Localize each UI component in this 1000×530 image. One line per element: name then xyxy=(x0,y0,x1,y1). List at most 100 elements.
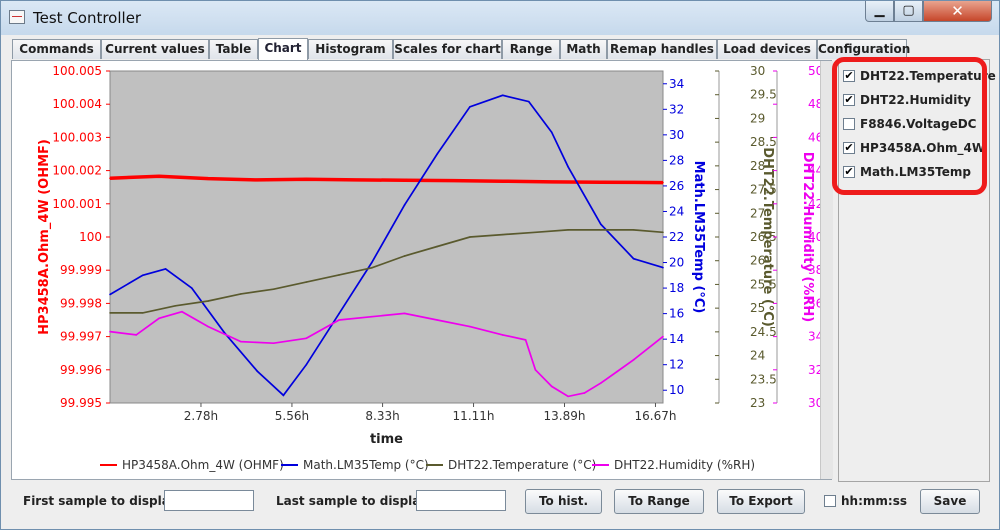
series-humidity-point xyxy=(135,334,137,336)
series-lm35-point xyxy=(305,363,308,366)
toggle-label: DHT22.Temperature xyxy=(860,69,996,83)
temp-tick-label: 26 xyxy=(750,254,765,268)
series-ohm-point xyxy=(158,175,160,178)
hhmmss-checkbox[interactable] xyxy=(824,495,836,507)
x-tick-label: 2.78h xyxy=(184,409,218,423)
series-lm35-point xyxy=(632,257,635,260)
checkbox[interactable]: ✔ xyxy=(843,93,855,106)
title-bar[interactable]: Test Controller ▁ ▢ ✕ xyxy=(1,1,999,35)
minimize-button[interactable]: ▁ xyxy=(865,1,894,22)
first-sample-input[interactable] xyxy=(164,490,254,511)
checkbox[interactable]: ✔ xyxy=(843,69,855,82)
tab-table[interactable]: Table xyxy=(209,39,258,59)
temp-tick-label: 28 xyxy=(750,159,765,173)
series-humidity-point xyxy=(524,339,527,341)
series-lm35-point xyxy=(109,293,111,296)
x-tick-label: 13.89h xyxy=(544,409,586,423)
humidity-tick-label: 34 xyxy=(808,330,823,344)
to-export-button[interactable]: To Export xyxy=(717,489,805,514)
tab-configuration[interactable]: Configuration xyxy=(817,39,910,59)
toggle-label: HP3458A.Ohm_4W xyxy=(860,141,986,155)
series-lm35-point xyxy=(600,223,602,226)
humidity-tick-label: 38 xyxy=(808,263,823,277)
lm35-tick-label: 24 xyxy=(669,204,684,218)
tab-histogram[interactable]: Histogram xyxy=(308,39,393,59)
tab-range[interactable]: Range xyxy=(502,39,560,59)
temp-tick-label: 23 xyxy=(750,396,765,410)
series-humidity-point xyxy=(207,325,209,328)
temp-tick-label: 26.5 xyxy=(750,230,777,244)
tab-math[interactable]: Math xyxy=(560,39,607,59)
maximize-icon: ▢ xyxy=(902,3,915,18)
lm35-tick-label: 20 xyxy=(669,256,684,270)
x-tick-label: 11.11h xyxy=(453,409,495,423)
series-lm35-point xyxy=(141,274,144,277)
x-axis-label: time xyxy=(370,432,403,447)
tab-scales-for-chart[interactable]: Scales for chart xyxy=(393,39,502,59)
series-ohm-point xyxy=(662,181,664,184)
chart-scrollbar[interactable] xyxy=(820,61,833,479)
to-hist-button[interactable]: To hist. xyxy=(525,489,602,514)
maximize-button[interactable]: ▢ xyxy=(894,1,923,22)
legend-label: DHT22.Humidity (%RH) xyxy=(614,458,755,472)
humidity-tick-label: 30 xyxy=(808,396,823,410)
series-lm35-point xyxy=(256,370,259,372)
series-ohm-point xyxy=(305,178,308,181)
tab-chart[interactable]: Chart xyxy=(258,38,308,61)
ohm-tick-label: 100.004 xyxy=(52,97,102,111)
save-button[interactable]: Save xyxy=(920,489,980,514)
legend-label: HP3458A.Ohm_4W (OHMF) xyxy=(122,458,284,472)
series-temp-point xyxy=(436,245,439,248)
temp-tick-label: 27.5 xyxy=(750,183,777,197)
ohm-axis-title: HP3458A.Ohm_4W (OHMF) xyxy=(37,139,52,335)
series-humidity-point xyxy=(158,317,160,320)
series-lm35-point xyxy=(191,287,193,289)
x-tick-label: 5.56h xyxy=(275,409,309,423)
tab-current-values[interactable]: Current values xyxy=(101,39,209,59)
series-temp-point xyxy=(403,255,406,257)
x-tick-label: 16.67h xyxy=(634,409,676,423)
series-lm35-point xyxy=(469,105,471,108)
series-temp-point xyxy=(109,312,111,314)
close-button[interactable]: ✕ xyxy=(923,1,992,22)
ohm-tick-label: 100.001 xyxy=(52,197,102,211)
series-lm35-point xyxy=(436,153,439,155)
last-sample-input[interactable] xyxy=(416,490,506,511)
legend-label: Math.LM35Temp (°C) xyxy=(303,458,429,472)
toggle-label: Math.LM35Temp xyxy=(860,165,971,179)
to-range-button[interactable]: To Range xyxy=(614,489,704,514)
tab-load-devices[interactable]: Load devices xyxy=(717,39,817,59)
series-lm35-point xyxy=(567,165,569,168)
toggle-label: F8846.VoltageDC xyxy=(860,117,977,131)
chart: 2.78h 5.56h 8.33h 11.11h 13.89h 16.67h time 100… xyxy=(37,64,823,472)
series-ohm-point xyxy=(550,181,553,183)
series-lm35-point xyxy=(282,394,285,397)
temp-tick-label: 25.5 xyxy=(750,277,777,291)
series-ohm-point xyxy=(501,180,504,183)
series-ohm-point xyxy=(354,179,357,181)
checkbox[interactable] xyxy=(843,118,855,130)
series-humidity-point xyxy=(272,342,275,345)
series-humidity-point xyxy=(550,385,553,388)
series-lm35-point xyxy=(403,204,406,206)
series-temp-point xyxy=(501,233,504,236)
ohm-tick-label: 99.995 xyxy=(60,396,102,410)
series-humidity-point xyxy=(403,312,406,315)
series-temp-point xyxy=(370,267,373,269)
humidity-axis-title: DHT22.Humidity (%RH) xyxy=(800,152,815,322)
tab-commands[interactable]: Commands xyxy=(12,39,101,59)
checkbox[interactable]: ✔ xyxy=(843,165,855,178)
tab-remap-handles[interactable]: Remap handles xyxy=(607,39,717,59)
series-lm35-point xyxy=(550,131,553,134)
series-lm35-point xyxy=(662,266,664,269)
series-humidity-point xyxy=(469,325,471,328)
series-temp-point xyxy=(469,236,471,238)
checkbox[interactable]: ✔ xyxy=(843,141,855,154)
series-ohm-point xyxy=(452,179,455,182)
series-lm35-point xyxy=(528,100,530,103)
humidity-tick-label: 50 xyxy=(808,64,823,78)
lm35-tick-label: 26 xyxy=(669,179,684,193)
humidity-tick-label: 40 xyxy=(808,230,823,244)
series-temp-point xyxy=(338,274,340,276)
series-humidity-point xyxy=(109,330,111,333)
